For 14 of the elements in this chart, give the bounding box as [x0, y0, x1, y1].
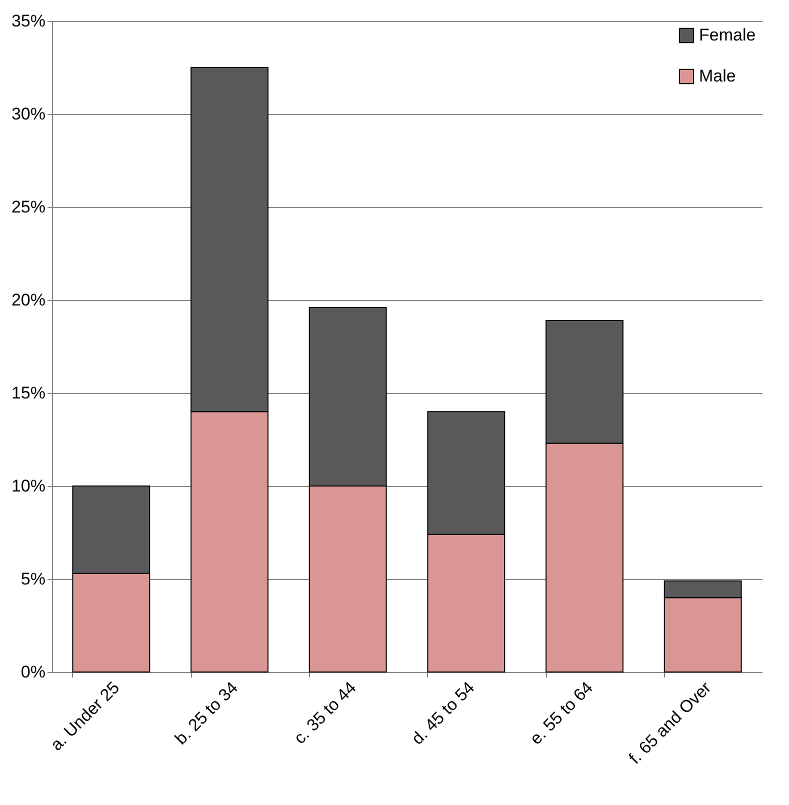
- y-tick-label: 15%: [11, 384, 46, 402]
- y-tick-label: 30%: [11, 104, 46, 124]
- x-tick-label: c. 35 to 44: [290, 678, 360, 748]
- legend-label: Female: [699, 26, 756, 44]
- y-tick-label: 20%: [11, 290, 46, 310]
- x-tick-label: b. 25 to 34: [171, 678, 242, 748]
- legend-label: Male: [699, 66, 736, 86]
- x-tick-label: d. 45 to 54: [408, 678, 478, 748]
- x-tick-label: e. 55 to 64: [526, 678, 597, 748]
- y-tick-label: 35%: [11, 12, 46, 30]
- y-tick-label: 10%: [11, 476, 46, 496]
- y-tick-label: 5%: [20, 570, 46, 588]
- y-tick-label: 0%: [20, 662, 46, 682]
- y-tick-label: 25%: [11, 198, 46, 216]
